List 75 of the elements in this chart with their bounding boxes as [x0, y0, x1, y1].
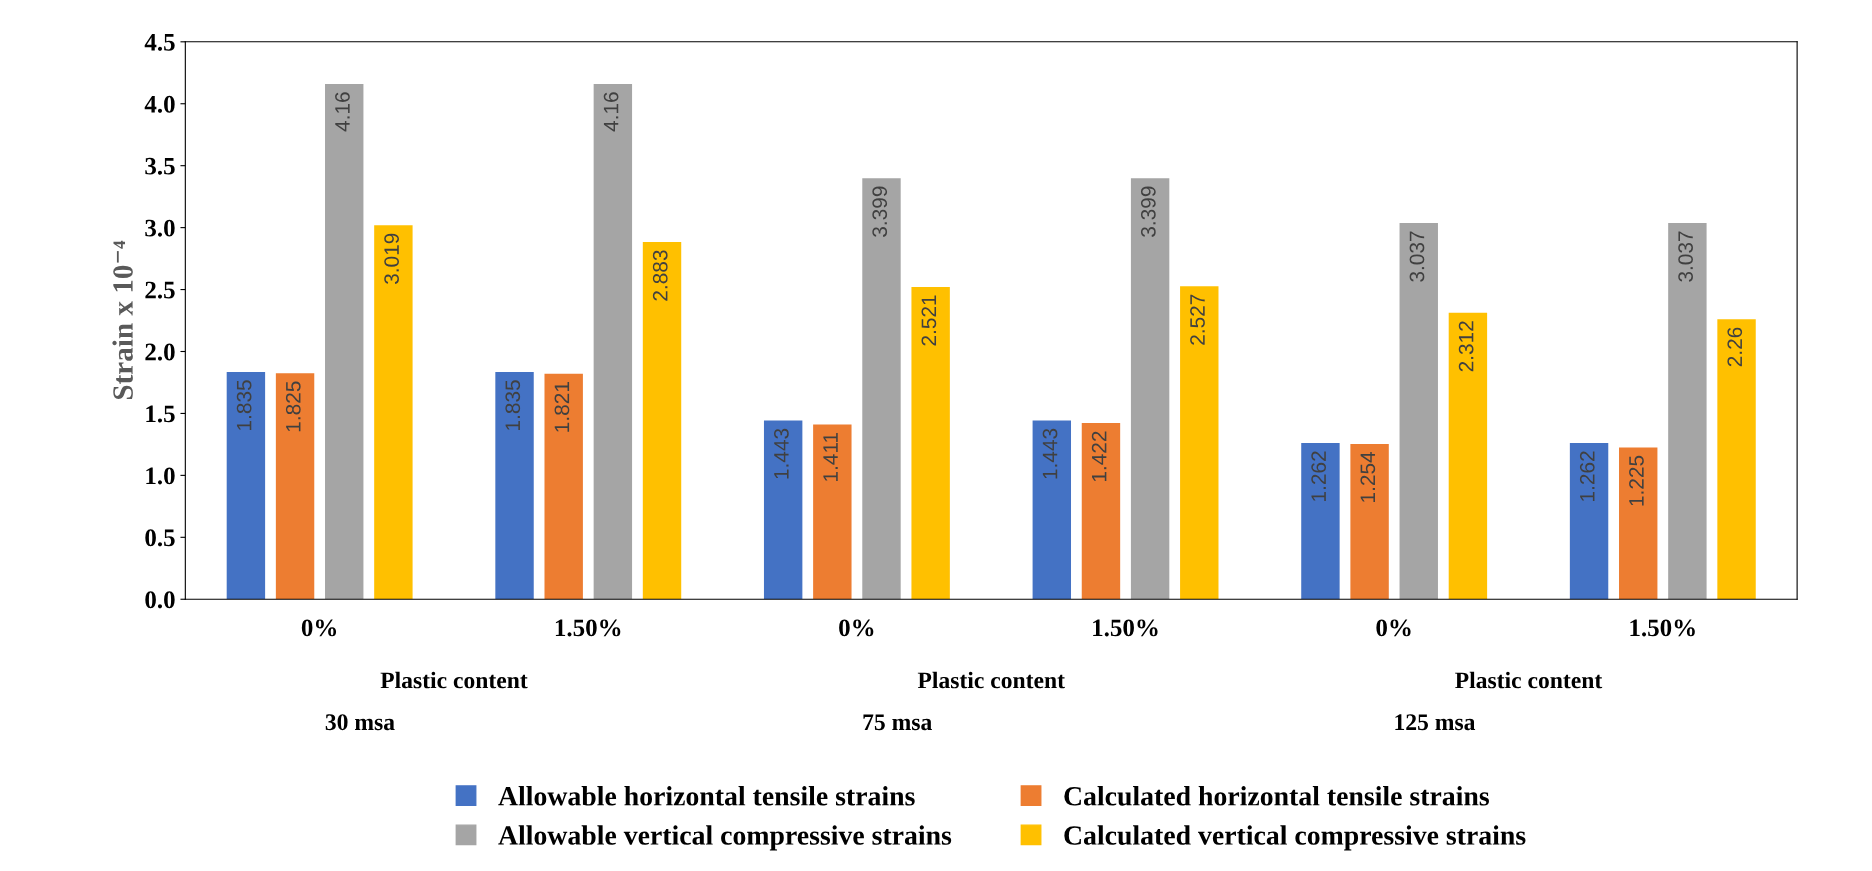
data-label: 4.16 — [603, 92, 619, 132]
data-label: 1.443 — [1042, 428, 1058, 479]
text: Plastic content — [917, 671, 1065, 689]
data-label: 2.312 — [1458, 321, 1474, 372]
data-label: 1.443 — [774, 428, 789, 479]
bar — [593, 83, 633, 600]
x-tick-label: 1.50% — [1630, 619, 1695, 637]
y-tick-label: 0.0 — [145, 591, 175, 609]
bar — [911, 286, 950, 600]
x-tick-label: 1.50% — [1093, 619, 1158, 637]
bar — [862, 178, 901, 600]
x-tick-label: 1.50% — [555, 619, 621, 637]
data-label: 1.835 — [236, 380, 252, 430]
y-tick-label: 1.0 — [146, 467, 175, 485]
text: 30 msa — [325, 714, 395, 731]
bar — [1180, 286, 1219, 600]
data-label: 3.019 — [384, 233, 399, 285]
bar — [763, 420, 803, 600]
y-tick-label: 2.5 — [145, 281, 175, 299]
data-label: 2.26 — [1727, 327, 1743, 367]
data-label: 1.225 — [1629, 455, 1644, 506]
bar — [1569, 442, 1609, 600]
bar — [1130, 178, 1170, 600]
bar — [1399, 223, 1438, 600]
data-label: 3.399 — [872, 186, 888, 237]
x-tick-label: 0% — [301, 619, 337, 637]
data-label: 1.262 — [1579, 451, 1595, 501]
legend-label: Calculated horizontal tensile strains — [1064, 786, 1489, 806]
bar — [544, 373, 583, 600]
bar — [1717, 319, 1756, 600]
data-label: 1.825 — [285, 381, 301, 432]
text: Plastic content — [1455, 671, 1603, 689]
text: 125 msa — [1395, 714, 1476, 731]
data-label: 3.037 — [1678, 231, 1693, 282]
y-tick-label: 4.5 — [144, 34, 175, 51]
y-axis-title: Strain x 10⁻⁴ — [112, 240, 133, 400]
data-label: 2.883 — [652, 250, 668, 301]
bar — [226, 371, 266, 600]
legend-label: Calculated vertical compressive strains — [1064, 825, 1526, 851]
bar — [1301, 442, 1340, 600]
data-label: 4.16 — [335, 92, 350, 132]
bar — [275, 373, 315, 600]
data-label: 1.835 — [505, 380, 521, 430]
y-tick-label: 1.5 — [146, 405, 175, 423]
data-label: 2.527 — [1190, 294, 1205, 345]
legend-label: Allowable horizontal tensile strains — [498, 786, 915, 806]
bar — [1448, 312, 1488, 600]
bar — [1619, 447, 1658, 600]
bar — [1668, 223, 1707, 600]
data-label: 1.422 — [1091, 431, 1107, 482]
data-label: 3.399 — [1140, 186, 1156, 237]
bar — [374, 225, 413, 600]
text: 75 msa — [863, 714, 932, 731]
data-label: 1.821 — [554, 382, 570, 432]
data-label: 1.411 — [823, 432, 838, 481]
y-tick-label: 4.0 — [144, 95, 175, 113]
bar — [813, 424, 852, 600]
bar — [1032, 420, 1072, 600]
data-label: 3.037 — [1409, 231, 1425, 282]
y-tick-label: 0.5 — [145, 529, 175, 547]
bar — [1350, 443, 1389, 600]
bar — [495, 371, 534, 600]
bar — [1081, 423, 1121, 600]
bar — [325, 83, 364, 600]
bar — [642, 242, 682, 600]
data-label: 2.521 — [921, 295, 937, 346]
text: Plastic content — [380, 671, 528, 689]
y-tick-label: 2.0 — [145, 343, 175, 361]
y-tick-label: 3.0 — [145, 219, 175, 237]
x-tick-label: 0% — [1376, 619, 1411, 637]
legend-label: Allowable vertical compressive strains — [498, 825, 952, 851]
x-tick-label: 0% — [839, 619, 874, 637]
y-tick-label: 3.5 — [145, 157, 175, 175]
data-label: 1.254 — [1360, 451, 1376, 502]
data-label: 1.262 — [1311, 451, 1327, 501]
